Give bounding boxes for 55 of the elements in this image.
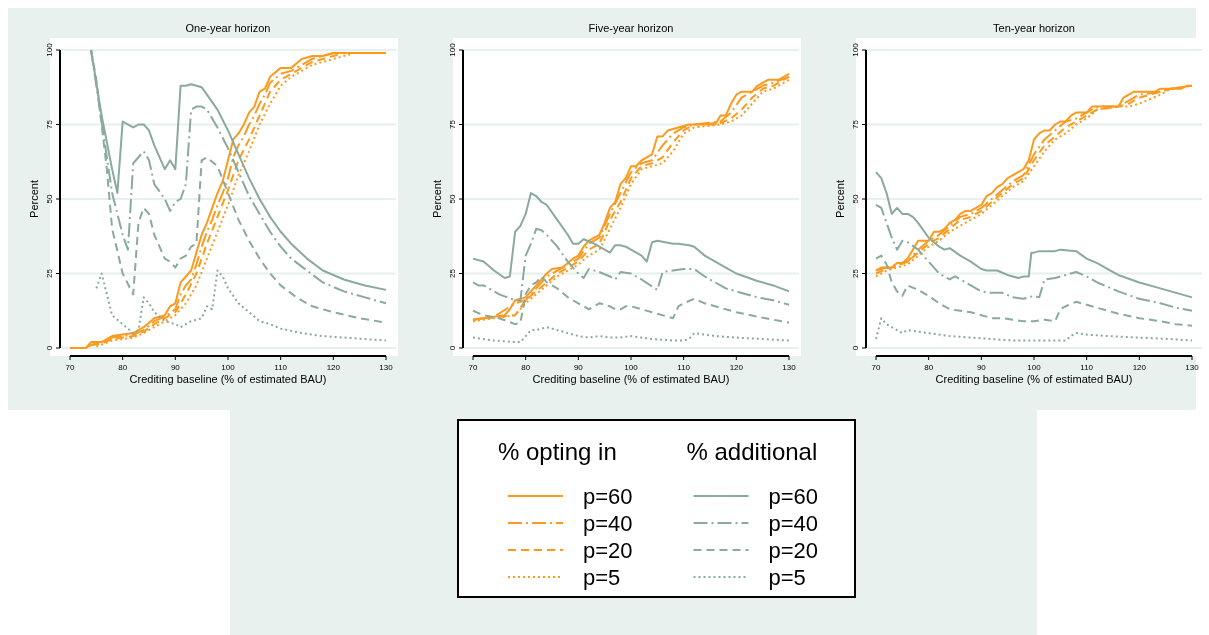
y-tick-label: 25	[851, 268, 860, 278]
legend-label: p=5	[583, 565, 621, 590]
x-tick-label: 110	[274, 363, 288, 372]
y-tick-label: 100	[448, 42, 457, 57]
y-tick-label: 0	[448, 345, 457, 351]
y-tick-label: 50	[448, 194, 457, 204]
y-axis-title: Percent	[834, 180, 846, 218]
y-tick-label: 25	[45, 268, 54, 278]
y-axis-title: Percent	[28, 180, 40, 218]
y-tick-label: 75	[448, 119, 457, 129]
x-tick-label: 80	[118, 363, 128, 372]
x-tick-label: 90	[170, 363, 181, 372]
x-tick-label: 100	[624, 363, 639, 372]
legend-label: p=60	[768, 484, 819, 509]
legend-label: p=40	[768, 511, 819, 536]
x-tick-label: 130	[782, 363, 797, 372]
x-axis-title: Crediting baseline (% of estimated BAU)	[532, 373, 730, 385]
x-tick-label: 120	[1132, 363, 1147, 372]
y-tick-label: 0	[45, 345, 54, 351]
y-tick-label: 50	[851, 194, 860, 204]
x-tick-label: 70	[871, 363, 881, 372]
y-tick-label: 25	[448, 268, 457, 278]
x-tick-label: 80	[521, 363, 531, 372]
x-tick-label: 90	[573, 363, 584, 372]
x-tick-label: 130	[379, 363, 394, 372]
x-tick-label: 120	[326, 363, 341, 372]
y-tick-label: 50	[45, 194, 54, 204]
legend-label: p=60	[583, 484, 633, 509]
x-tick-label: 70	[65, 363, 75, 372]
y-tick-label: 100	[851, 42, 860, 57]
y-tick-label: 75	[851, 119, 860, 129]
x-axis-title: Crediting baseline (% of estimated BAU)	[129, 373, 327, 385]
y-tick-label: 0	[851, 345, 860, 351]
y-axis-title: Percent	[431, 180, 443, 218]
legend-label: p=20	[583, 538, 633, 563]
chart-title: Five-year horizon	[588, 22, 674, 34]
x-tick-label: 70	[468, 363, 478, 372]
x-tick-label: 110	[677, 363, 691, 372]
x-tick-label: 80	[924, 363, 934, 372]
x-tick-label: 100	[1027, 363, 1042, 372]
chart-title: One-year horizon	[185, 22, 271, 34]
y-tick-label: 75	[45, 119, 54, 129]
x-axis-title: Crediting baseline (% of estimated BAU)	[935, 373, 1133, 385]
y-tick-label: 100	[45, 42, 54, 57]
chart-title: Ten-year horizon	[993, 22, 1075, 34]
x-tick-label: 110	[1080, 363, 1094, 372]
text: % additional	[686, 438, 818, 465]
x-tick-label: 130	[1185, 363, 1200, 372]
x-tick-label: 120	[729, 363, 744, 372]
legend-label: p=5	[768, 565, 806, 590]
text: % opting in	[498, 438, 617, 465]
x-tick-label: 90	[976, 363, 987, 372]
legend-label: p=40	[583, 511, 633, 536]
x-tick-label: 100	[221, 363, 236, 372]
legend-label: p=20	[768, 538, 819, 563]
